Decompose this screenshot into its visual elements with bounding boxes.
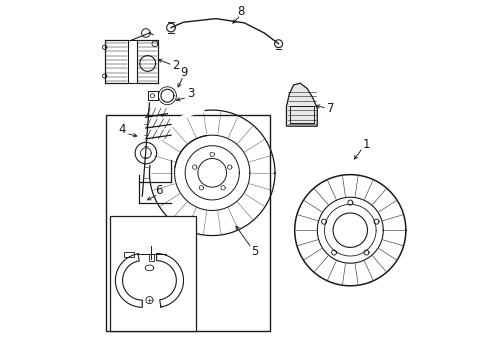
Bar bbox=[124, 252, 134, 257]
Text: 9: 9 bbox=[180, 66, 187, 79]
Text: 3: 3 bbox=[186, 87, 194, 100]
Text: 7: 7 bbox=[326, 102, 334, 115]
Text: 5: 5 bbox=[251, 245, 259, 258]
Bar bbox=[110, 216, 196, 330]
Bar bbox=[106, 116, 269, 330]
Text: 8: 8 bbox=[237, 5, 244, 18]
Bar bbox=[149, 254, 153, 261]
Text: 1: 1 bbox=[362, 138, 369, 150]
Text: 2: 2 bbox=[172, 59, 180, 72]
Polygon shape bbox=[286, 83, 317, 126]
Bar bbox=[147, 91, 158, 100]
Text: 6: 6 bbox=[154, 184, 162, 197]
Text: 4: 4 bbox=[119, 123, 126, 136]
